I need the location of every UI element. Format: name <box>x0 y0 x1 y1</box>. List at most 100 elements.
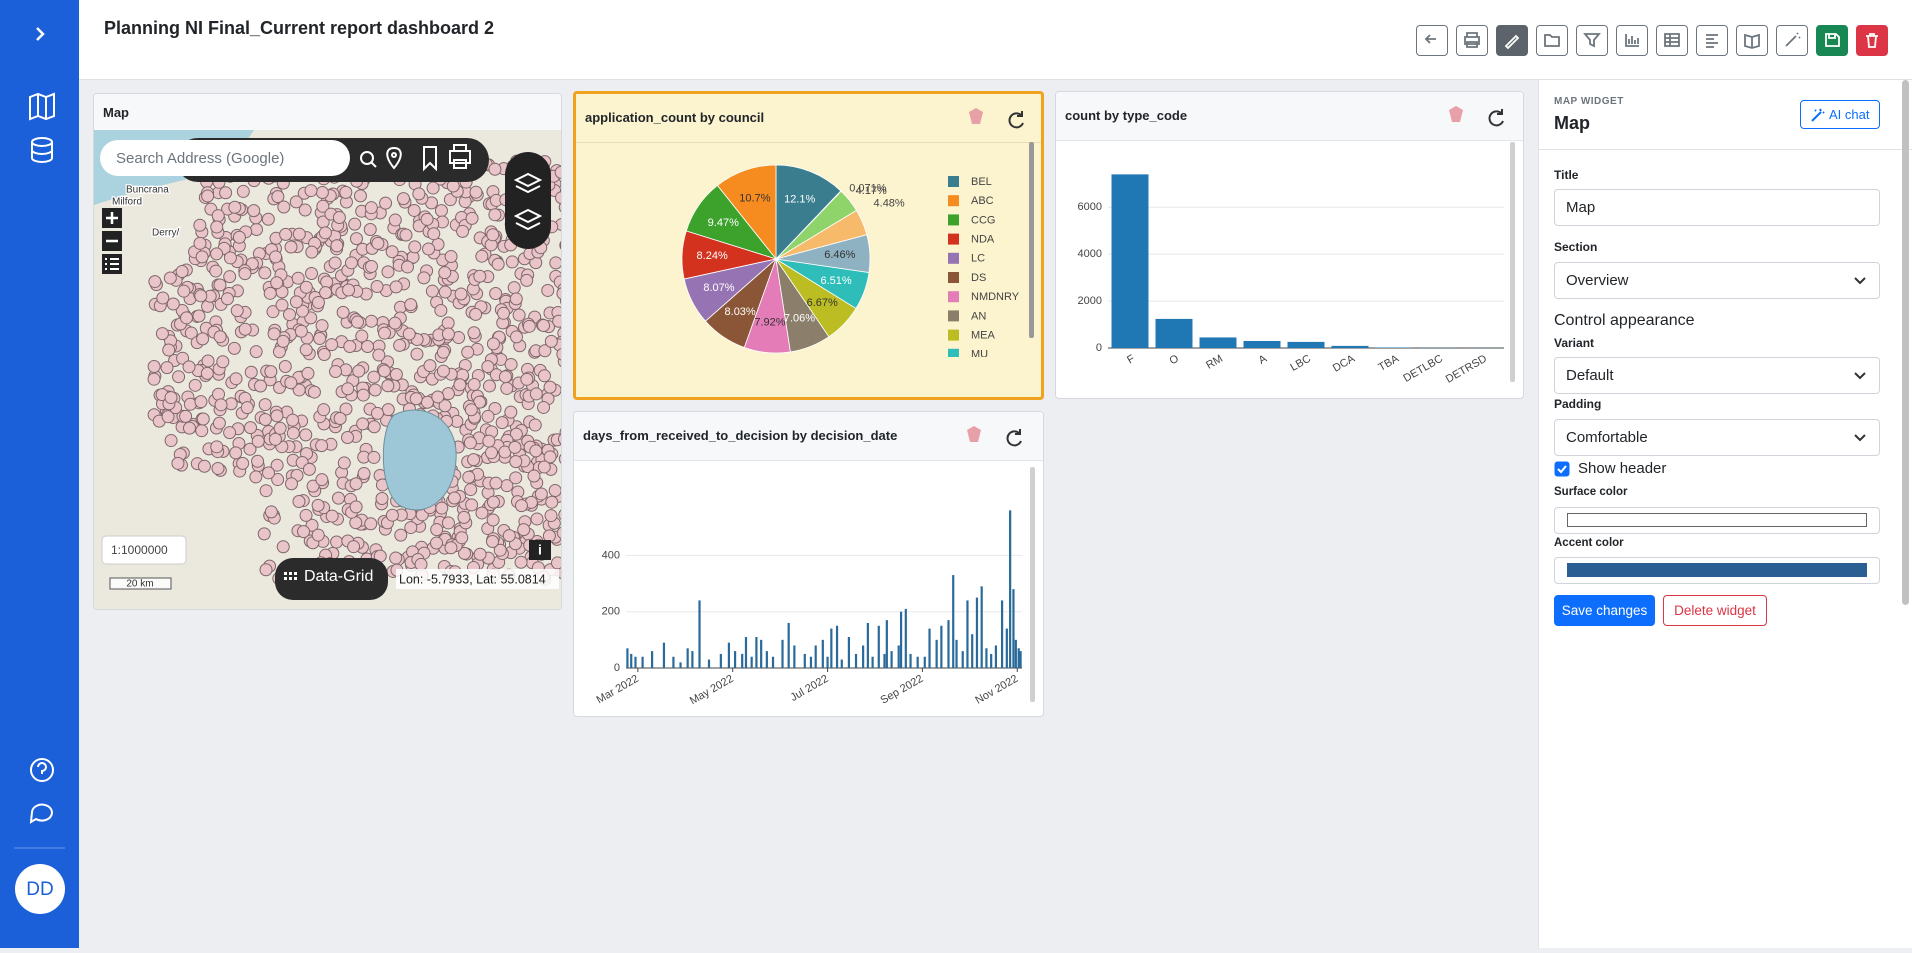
map-point <box>436 502 448 514</box>
padding-select[interactable]: Comfortable <box>1554 419 1880 456</box>
map-point <box>530 388 542 400</box>
database-icon[interactable] <box>32 138 52 162</box>
map-point <box>348 541 360 553</box>
map-point <box>483 380 495 392</box>
map-point <box>197 333 209 345</box>
map-point <box>293 496 305 508</box>
map[interactable]: Search Address (Google) 1:1000000 20 km … <box>94 130 561 609</box>
toolbar-button[interactable] <box>1696 25 1728 56</box>
slice-label: 7.06% <box>784 312 815 324</box>
chevron <box>1853 368 1867 382</box>
y-tick-label: 6000 <box>1078 201 1102 213</box>
map-point <box>148 373 160 385</box>
legend-swatch <box>948 234 959 245</box>
bar <box>909 654 911 668</box>
x-tick-label: Nov 2022 <box>973 673 1020 707</box>
pie-widget[interactable]: application_count by council 12.1%10.7%9… <box>573 91 1044 400</box>
toolbar-button[interactable] <box>1616 25 1648 56</box>
help-icon[interactable] <box>31 759 53 781</box>
map-point <box>482 410 494 422</box>
map-point <box>305 185 317 197</box>
map-point <box>439 286 451 298</box>
map-point <box>426 285 438 297</box>
toolbar-button[interactable] <box>1496 25 1528 56</box>
map-point <box>265 506 277 518</box>
map-point <box>464 437 476 449</box>
map-icon[interactable] <box>30 94 54 119</box>
map-point <box>515 500 527 512</box>
toolbar-icon <box>1737 26 1767 55</box>
expand-icon[interactable] <box>37 28 43 40</box>
map-point <box>262 213 274 225</box>
map-point <box>259 414 271 426</box>
toolbar-button[interactable] <box>1416 25 1448 56</box>
bar <box>1200 337 1237 348</box>
map-widget[interactable]: Map Search Address (Google) 1:1000000 20… <box>93 93 562 610</box>
map-point <box>376 493 388 505</box>
map-point <box>163 344 175 356</box>
bar <box>804 654 806 668</box>
map-point <box>372 237 384 249</box>
map-point <box>463 471 475 483</box>
map-point <box>468 327 480 339</box>
map-point <box>427 182 439 194</box>
map-point <box>298 526 310 538</box>
chat-icon[interactable] <box>31 805 52 822</box>
title-input[interactable]: Map <box>1554 189 1880 226</box>
surface-color-input[interactable] <box>1554 507 1880 534</box>
bar <box>1015 640 1017 668</box>
map-point <box>546 496 558 508</box>
map-point <box>233 231 245 243</box>
map-point <box>442 517 454 529</box>
info-label: i <box>538 542 542 558</box>
map-point <box>211 221 223 233</box>
delete-button[interactable]: Delete widget <box>1663 595 1767 626</box>
variant-select[interactable]: Default <box>1554 357 1880 394</box>
scale-value: 1:1000000 <box>111 543 168 557</box>
toolbar-button[interactable] <box>1536 25 1568 56</box>
timeline-widget[interactable]: days_from_received_to_decision by decisi… <box>573 411 1044 717</box>
toolbar-button[interactable] <box>1776 25 1808 56</box>
map-point <box>350 501 362 513</box>
toolbar-icon <box>1857 26 1887 55</box>
map-point <box>287 427 299 439</box>
show-header-checkbox[interactable] <box>1554 461 1570 477</box>
coordinates: Lon: -5.7933, Lat: 55.0814 <box>399 572 546 586</box>
map-point <box>202 190 214 202</box>
map-point <box>509 441 521 453</box>
place-label: Milford <box>112 197 142 208</box>
save-button[interactable]: Save changes <box>1554 595 1655 626</box>
zoom-controls[interactable] <box>102 208 122 274</box>
section-select[interactable]: Overview <box>1554 262 1880 299</box>
bar <box>641 657 643 668</box>
slice-label: 7.92% <box>754 317 785 329</box>
toolbar-button[interactable] <box>1856 25 1888 56</box>
slice-label: 8.03% <box>725 306 756 318</box>
map-point <box>386 509 398 521</box>
map-point <box>312 529 324 541</box>
map-point <box>508 282 520 294</box>
toolbar-button[interactable] <box>1656 25 1688 56</box>
map-point <box>487 229 499 241</box>
map-point <box>476 250 488 262</box>
toolbar-button[interactable] <box>1816 25 1848 56</box>
map-point <box>445 251 457 263</box>
x-tick-label: DETRSD <box>1444 353 1489 386</box>
map-point <box>523 320 535 332</box>
map-point <box>498 307 510 319</box>
toolbar-icon <box>1457 26 1487 55</box>
accent-color-input[interactable] <box>1554 557 1880 584</box>
toolbar-button[interactable] <box>1736 25 1768 56</box>
bar <box>1018 648 1020 668</box>
map-point <box>300 429 312 441</box>
y-tick-label: 0 <box>1096 342 1102 354</box>
map-point <box>290 296 302 308</box>
map-point <box>306 267 318 279</box>
toolbar-button[interactable] <box>1576 25 1608 56</box>
layer-switcher[interactable] <box>505 152 551 249</box>
toolbar-button[interactable] <box>1456 25 1488 56</box>
toolbar-icon <box>1617 26 1647 55</box>
map-point <box>529 419 541 431</box>
map-point <box>382 266 394 278</box>
